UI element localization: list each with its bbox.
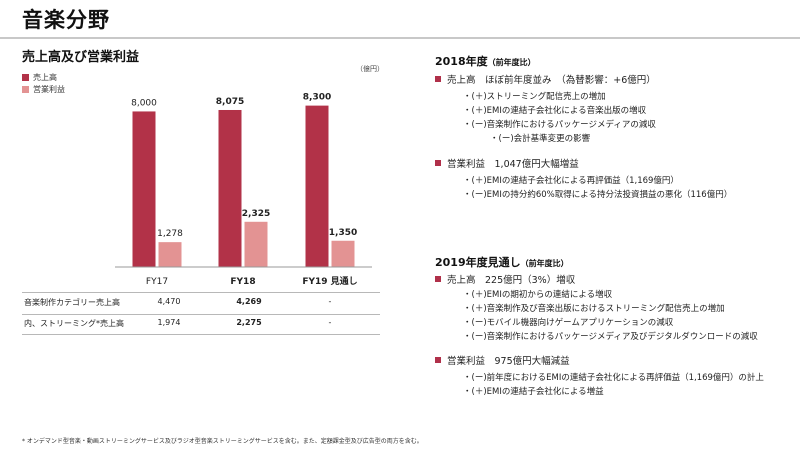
bullet-label: 売上高 225億円（3%）増収 xyxy=(447,275,576,286)
bullet-item: 営業利益 975億円大幅減益 xyxy=(435,353,570,367)
title-divider xyxy=(0,37,800,39)
footnote: * オンデマンド型音楽・動画ストリーミングサービス及びラジオ型音楽ストリーミング… xyxy=(22,438,423,445)
data-label-op-income: 1,278 xyxy=(157,229,183,239)
data-label-sales: 8,075 xyxy=(216,97,244,107)
data-label-sales: 8,000 xyxy=(131,98,157,108)
section-title-2019-note: （前年度比） xyxy=(520,259,569,268)
table-divider-bottom xyxy=(22,334,380,335)
section-title-2018-main: 2018年度 xyxy=(435,55,488,68)
bullet-square-icon xyxy=(435,160,441,166)
bullet-square-icon xyxy=(435,357,441,363)
table-cell: 2,275 xyxy=(236,318,262,327)
bar-chart: 8,000 1,278 FY17 8,075 2,325 FY18 8,300 1,350 FY… xyxy=(115,93,372,287)
bar-op-income xyxy=(331,240,355,267)
bar-op-income xyxy=(158,242,182,267)
table-cell: 4,470 xyxy=(157,297,181,306)
data-label-sales: 8,300 xyxy=(303,93,331,103)
table-cell: 4,269 xyxy=(236,297,262,306)
bar-op-income xyxy=(244,221,268,267)
section-title-2018-note: （前年度比） xyxy=(487,58,536,67)
table-divider-mid xyxy=(22,314,380,315)
table-row-label: 音楽制作カテゴリー売上高 xyxy=(24,298,120,307)
sub-item: ・(ー)音楽制作におけるパッケージメディア及びデジタルダウンロードの減収 xyxy=(463,332,758,342)
data-label-op-income: 2,325 xyxy=(242,209,270,219)
sub-item: ・(ー)EMIの持分約60%取得による持分法投資損益の悪化（116億円） xyxy=(463,190,733,200)
sub-item: ・(ー)モバイル機器向けゲームアプリケーションの減収 xyxy=(463,318,674,328)
bullet-label: 営業利益 1,047億円大幅増益 xyxy=(447,159,579,170)
table-cell: - xyxy=(328,297,332,306)
bullet-item: 売上高 ほぼ前年度並み （為替影響：+6億円） xyxy=(435,72,656,86)
legend-label-sales: 売上高 xyxy=(33,73,57,82)
sub-item: ・(＋)EMIの連結子会社化による増益 xyxy=(463,387,604,397)
sub-item: ・(＋)EMIの連結子会社化による音楽出版の増収 xyxy=(463,106,647,116)
sub-item: ・(ー)音楽制作におけるパッケージメディアの減収 xyxy=(463,120,656,130)
legend-swatch-sales xyxy=(22,74,29,81)
x-tick-label: FY19 見通し xyxy=(302,275,357,287)
x-tick-label: FY17 xyxy=(146,277,168,287)
bullet-label: 営業利益 975億円大幅減益 xyxy=(447,356,570,367)
bullet-item: 営業利益 1,047億円大幅増益 xyxy=(435,156,579,170)
section-title-2019-main: 2019年度見通し xyxy=(435,256,521,269)
data-label-op-income: 1,350 xyxy=(329,228,357,238)
table-cell: - xyxy=(328,318,332,327)
page-title: 音楽分野 xyxy=(22,8,110,32)
section-title-2018: 2018年度（前年度比） xyxy=(435,53,536,69)
bar-sales xyxy=(132,111,156,267)
x-tick-label: FY18 xyxy=(230,277,255,287)
sub-item: ・(＋)EMIの連結子会社化による再評価益（1,169億円） xyxy=(463,176,679,186)
legend-item-sales: 売上高 xyxy=(22,72,57,83)
chart-title: 売上高及び営業利益 xyxy=(22,50,140,65)
sub-item: ・(＋)ストリーミング配信売上の増加 xyxy=(463,92,606,102)
section-title-2019: 2019年度見通し（前年度比） xyxy=(435,254,569,270)
sub-item: ・(＋)音楽制作及び音楽出版におけるストリーミング配信売上の増加 xyxy=(463,304,725,314)
table-row-label: 内、ストリーミング*売上高 xyxy=(24,319,124,328)
sub-item: ・(ー)前年度におけるEMIの連結子会社化による再評価益（1,169億円）の計上 xyxy=(463,373,764,383)
bar-sales xyxy=(218,109,242,267)
legend-label-op-income: 営業利益 xyxy=(33,85,65,94)
table-cell: 1,974 xyxy=(157,318,181,327)
bar-sales xyxy=(305,105,329,267)
bullet-label: 売上高 ほぼ前年度並み （為替影響：+6億円） xyxy=(447,75,656,86)
bullet-square-icon xyxy=(435,276,441,282)
sub-item: ・(ー)会計基準変更の影響 xyxy=(490,134,591,144)
legend-swatch-op-income xyxy=(22,86,29,93)
chart-unit: （億円） xyxy=(356,65,384,73)
bullet-item: 売上高 225億円（3%）増収 xyxy=(435,272,575,286)
legend-item-op-income: 営業利益 xyxy=(22,84,65,95)
sub-item: ・(＋)EMIの期初からの連結による増収 xyxy=(463,290,613,300)
table-divider-top xyxy=(22,292,380,293)
bullet-square-icon xyxy=(435,76,441,82)
